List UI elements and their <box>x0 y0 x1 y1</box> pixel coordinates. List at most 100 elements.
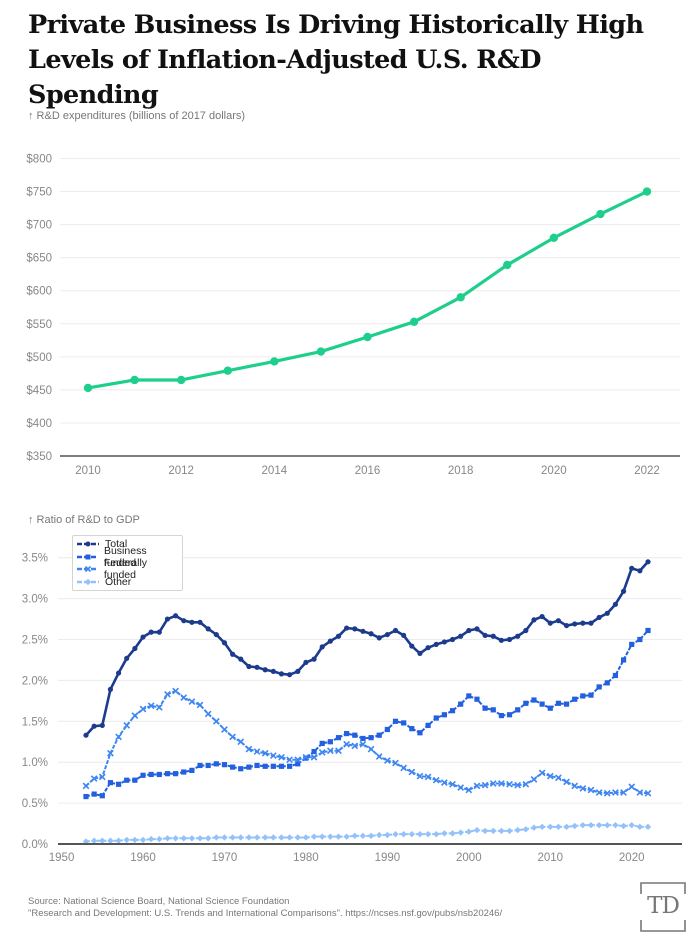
x-tick-label: 2020 <box>619 852 645 864</box>
federally-funded-point <box>139 705 147 713</box>
federally-funded-point <box>603 789 611 797</box>
business-funded-point <box>580 693 586 699</box>
other-point <box>571 822 578 830</box>
total-point <box>392 627 399 634</box>
logo-bracket-frame <box>640 882 686 932</box>
federally-funded-point <box>441 779 448 787</box>
federally-funded-point <box>123 722 131 729</box>
federally-funded-point <box>546 772 554 780</box>
legend-label-total: Total <box>105 538 128 551</box>
x-tick-label: 1980 <box>293 852 319 864</box>
other-point <box>408 830 415 838</box>
other-point <box>310 833 318 840</box>
other-point <box>221 834 228 841</box>
federally-funded-point <box>294 756 302 764</box>
business-funded-point <box>645 627 651 634</box>
other-point <box>245 834 253 841</box>
federally-funded-point <box>506 780 513 788</box>
business-funded-line <box>85 629 649 798</box>
federally-funded-point <box>620 789 627 796</box>
business-funded-point <box>417 730 423 736</box>
other-point <box>156 835 163 843</box>
other-point <box>620 822 627 830</box>
federally-funded-point <box>155 704 163 711</box>
business-funded-point <box>164 771 171 777</box>
x-tick-label: 1950 <box>49 852 75 864</box>
top-chart: $350 $400 $450 $500 $550 $600 $650 $700 $750 $800… <box>26 154 680 477</box>
total-point <box>417 650 423 657</box>
other-point <box>498 827 505 835</box>
other-point <box>164 835 171 842</box>
other-point <box>400 830 407 838</box>
business-funded-point <box>335 735 342 741</box>
total-point <box>409 643 415 649</box>
other-point <box>253 834 261 841</box>
federally-funded-point <box>318 749 326 756</box>
other-point <box>278 834 285 841</box>
business-funded-point <box>262 763 268 769</box>
federally-funded-point <box>383 757 391 764</box>
total-point <box>164 616 171 622</box>
x-tick-label: 1970 <box>212 852 238 864</box>
federally-funded-point <box>416 772 424 780</box>
data-point <box>549 233 559 243</box>
other-point <box>376 831 383 839</box>
business-funded-point <box>238 766 244 772</box>
federally-funded-point <box>392 759 399 767</box>
federally-funded-point <box>579 785 587 792</box>
other-point <box>107 837 114 844</box>
total-point <box>148 629 154 635</box>
total-point <box>490 633 496 639</box>
other-point <box>514 826 521 834</box>
y-tick-label: $600 <box>26 286 52 298</box>
business-funded-point <box>384 726 390 733</box>
total-point <box>515 633 521 639</box>
other-point <box>392 830 399 838</box>
federally-funded-point <box>253 748 261 755</box>
x-tick-label: 2012 <box>168 465 194 477</box>
total-point <box>107 686 114 692</box>
y-tick-label: 3.5% <box>22 553 48 565</box>
other-point <box>335 833 342 840</box>
business-funded-point <box>230 764 236 770</box>
business-funded-point <box>311 748 317 755</box>
business-funded-point <box>401 720 407 726</box>
business-funded-point <box>172 771 179 777</box>
data-point <box>642 187 652 196</box>
total-point <box>433 641 439 648</box>
federally-funded-point <box>180 694 188 701</box>
other-point <box>457 829 464 836</box>
federally-funded-point <box>367 745 375 753</box>
y-tick-label: 0.5% <box>22 798 48 810</box>
business-funded-point <box>352 732 358 738</box>
total-point <box>523 627 529 634</box>
data-point <box>270 357 279 366</box>
federally-funded-point <box>335 747 342 755</box>
federally-funded-point <box>489 780 497 787</box>
x-tick-label: 2016 <box>355 465 381 477</box>
other-point <box>286 834 293 841</box>
federally-funded-point <box>432 776 440 784</box>
business-funded-point <box>629 641 635 648</box>
other-point <box>147 835 155 843</box>
business-funded-point <box>197 762 203 769</box>
total-point <box>474 626 480 632</box>
federally-funded-point <box>269 752 277 760</box>
federally-funded-point <box>644 789 652 797</box>
business-funded-point <box>539 701 545 707</box>
federally-funded-point <box>375 753 383 760</box>
other-point <box>555 823 562 831</box>
other-point <box>123 836 130 844</box>
business-funded-point <box>531 697 537 703</box>
business-funded-point <box>319 740 325 746</box>
federally-funded-point <box>343 740 351 748</box>
federally-funded-point <box>90 775 98 782</box>
business-funded-point <box>91 791 97 797</box>
total-point <box>189 619 195 625</box>
top-chart-y-axis-label: ↑ R&D expenditures (billions of 2017 dol… <box>28 110 246 122</box>
other-point <box>563 823 570 831</box>
total-point <box>344 625 350 631</box>
business-funded-point <box>425 722 431 728</box>
total-point <box>303 659 309 666</box>
business-funded-point <box>132 777 138 783</box>
